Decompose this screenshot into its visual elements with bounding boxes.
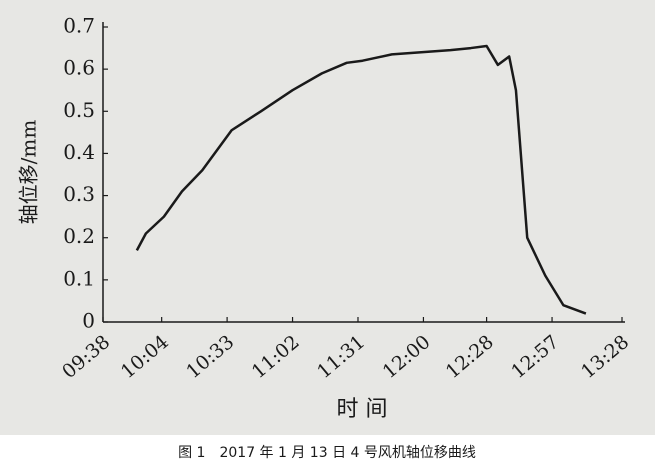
photo-background bbox=[0, 0, 655, 435]
y-axis-label: 轴位移/mm bbox=[17, 120, 41, 225]
y-tick-label: 0 bbox=[82, 309, 95, 333]
y-tick-label: 0.2 bbox=[63, 224, 95, 248]
caption-strip bbox=[0, 435, 655, 467]
data-line bbox=[135, 44, 587, 315]
y-tick-label: 0.7 bbox=[63, 14, 95, 38]
caption: 图 1 2017 年 1 月 13 日 4 号风机轴位移曲线 bbox=[178, 445, 476, 461]
y-tick-label: 0.6 bbox=[63, 56, 95, 80]
y-tick-label: 0.5 bbox=[63, 98, 95, 122]
x-axis-label: 时 间 bbox=[337, 397, 388, 422]
y-tick-label: 0.4 bbox=[63, 140, 95, 164]
y-tick-label: 0.1 bbox=[63, 266, 95, 290]
y-tick-label: 0.3 bbox=[63, 182, 95, 206]
